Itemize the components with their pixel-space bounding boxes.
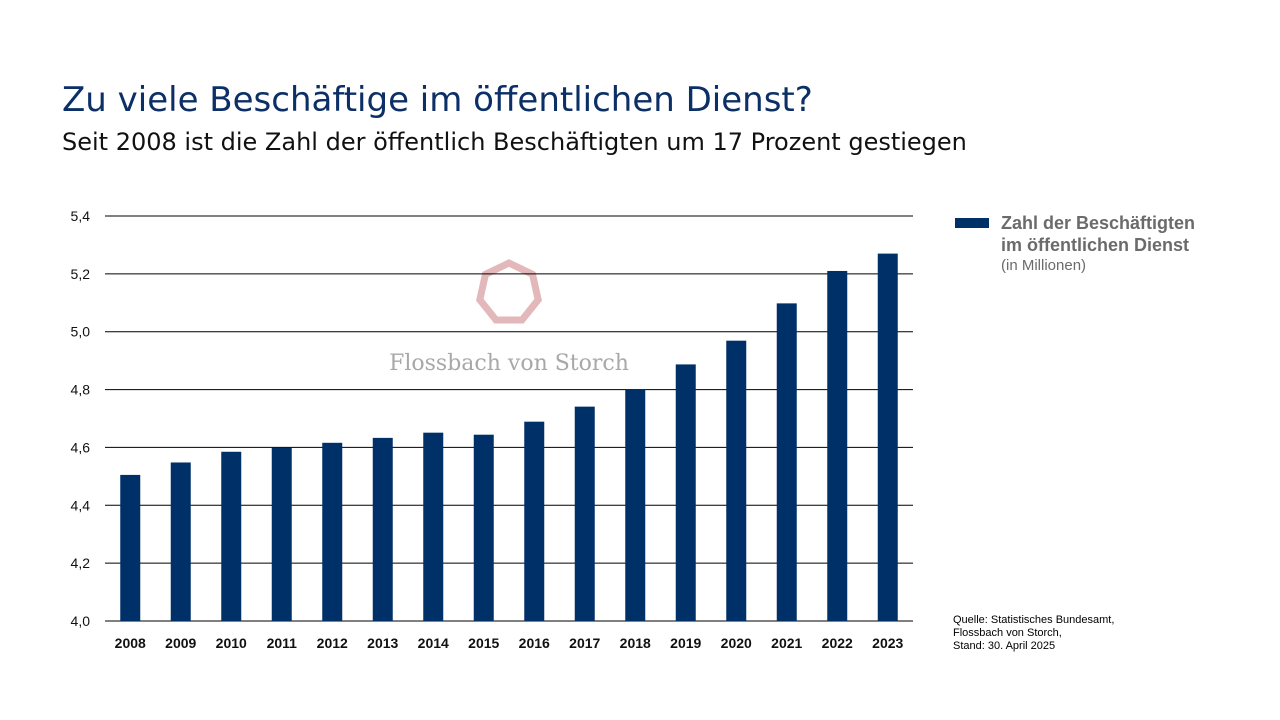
y-tick-label: 4,0: [71, 613, 91, 629]
y-tick-label: 4,6: [71, 439, 91, 455]
bar-2009: [170, 462, 191, 621]
x-tick-label: 2015: [468, 635, 499, 651]
x-tick-label: 2012: [317, 635, 348, 651]
legend-label-line1: Zahl der Beschäftigten: [1001, 213, 1196, 233]
x-tick-label: 2019: [670, 635, 701, 651]
source-note: Quelle: Statistisches Bundesamt, Flossba…: [953, 614, 1114, 653]
bar-2015: [473, 434, 494, 621]
source-line1: Quelle: Statistisches Bundesamt,: [953, 614, 1115, 626]
bar-2018: [625, 388, 646, 621]
x-tick-label: 2014: [418, 635, 449, 651]
x-tick-label: 2017: [569, 635, 600, 651]
watermark: Flossbach von Storch: [389, 259, 629, 376]
x-tick-label: 2011: [267, 635, 298, 651]
chart-subtitle: Seit 2008 ist die Zahl der öffentlich Be…: [62, 128, 967, 156]
legend-label-line2: im öffentlichen Dienst: [1001, 235, 1190, 255]
x-tick-label: 2016: [519, 635, 550, 651]
bar-2008: [120, 474, 141, 621]
bar-2013: [372, 437, 393, 621]
y-tick-label: 5,4: [71, 208, 91, 224]
source-line3: Stand: 30. April 2025: [953, 640, 1056, 652]
bar-2022: [827, 270, 848, 621]
x-tick-label: 2010: [216, 635, 247, 651]
x-tick-label: 2023: [872, 635, 903, 651]
bar-2023: [877, 253, 898, 621]
x-tick-label: 2022: [822, 635, 853, 651]
bar-2010: [221, 451, 242, 621]
watermark-text: Flossbach von Storch: [389, 351, 629, 376]
bar-2011: [271, 447, 292, 621]
bar-2021: [776, 303, 797, 621]
legend: Zahl der Beschäftigten im öffentlichen D…: [955, 212, 1195, 276]
x-tick-label: 2013: [367, 635, 398, 651]
bar-2016: [524, 421, 545, 621]
x-tick-label: 2020: [721, 635, 752, 651]
y-tick-label: 4,8: [71, 382, 91, 398]
bar-2020: [726, 340, 747, 621]
chart-title: Zu viele Beschäftige im öffentlichen Die…: [62, 80, 813, 120]
y-tick-label: 5,2: [71, 266, 91, 282]
y-tick-label: 4,4: [71, 497, 91, 513]
bar-2012: [322, 442, 343, 621]
x-tick-label: 2008: [115, 635, 146, 651]
x-tick-label: 2018: [620, 635, 651, 651]
legend-unit: (in Millionen): [1001, 257, 1087, 274]
source-line2: Flossbach von Storch,: [953, 627, 1062, 639]
bar-2017: [574, 406, 595, 621]
y-tick-label: 4,2: [71, 555, 91, 571]
x-tick-label: 2021: [771, 635, 802, 651]
bar-2019: [675, 364, 696, 621]
x-tick-label: 2009: [165, 635, 196, 651]
heptagon-logo-icon: [476, 259, 542, 324]
legend-swatch: [955, 218, 989, 228]
bar-2014: [423, 432, 444, 621]
y-tick-label: 5,0: [71, 324, 91, 340]
